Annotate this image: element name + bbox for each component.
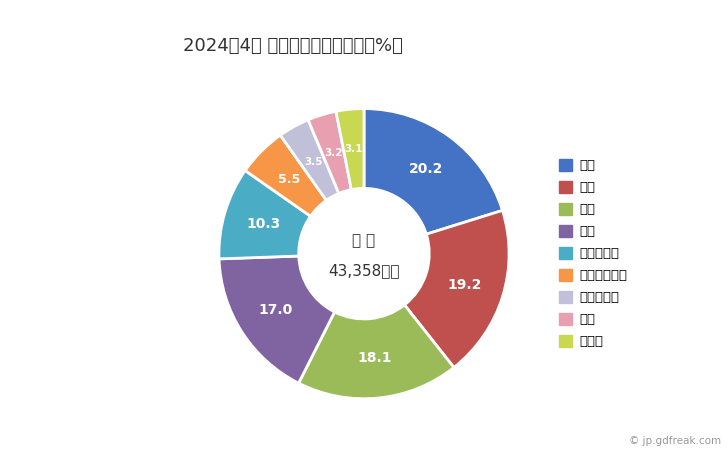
Wedge shape — [219, 256, 335, 383]
Wedge shape — [336, 108, 364, 189]
Text: 20.2: 20.2 — [409, 162, 443, 176]
Text: 3.5: 3.5 — [304, 157, 323, 166]
Text: 5.5: 5.5 — [278, 173, 301, 186]
Text: © jp.gdfreak.com: © jp.gdfreak.com — [628, 436, 721, 446]
Circle shape — [298, 189, 430, 319]
Wedge shape — [280, 120, 339, 200]
Wedge shape — [219, 171, 311, 259]
Wedge shape — [364, 108, 502, 234]
Wedge shape — [298, 305, 454, 399]
Text: 総 額: 総 額 — [352, 233, 376, 248]
Text: 3.2: 3.2 — [324, 148, 343, 158]
Text: 18.1: 18.1 — [357, 351, 392, 365]
Wedge shape — [245, 135, 326, 216]
Text: 19.2: 19.2 — [447, 278, 482, 292]
Text: 10.3: 10.3 — [246, 217, 280, 231]
Text: 17.0: 17.0 — [258, 303, 293, 317]
Wedge shape — [405, 211, 509, 368]
Text: 43,358万円: 43,358万円 — [328, 264, 400, 279]
Legend: 韓国, タイ, 台湾, 中国, マレーシア, インドネシア, フィリピン, 香港, その他: 韓国, タイ, 台湾, 中国, マレーシア, インドネシア, フィリピン, 香港… — [559, 159, 627, 348]
Wedge shape — [308, 111, 352, 194]
Text: 2024年4月 輸出相手国のシェア（%）: 2024年4月 輸出相手国のシェア（%） — [183, 37, 403, 55]
Text: 3.1: 3.1 — [344, 144, 363, 154]
